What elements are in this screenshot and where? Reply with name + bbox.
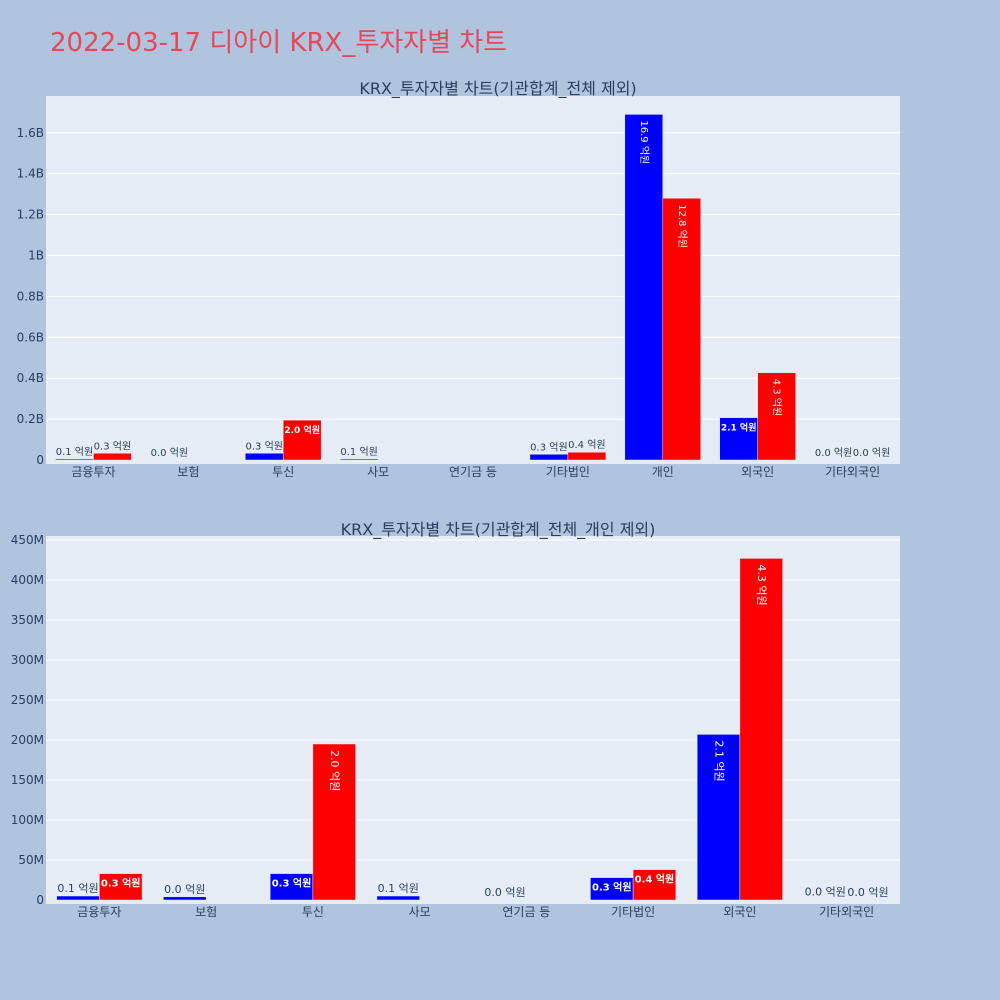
x-tick-label: 보험 [195, 905, 217, 919]
x-tick-label: 사모 [409, 905, 431, 919]
data-label: 0.0 억원 [853, 447, 890, 459]
data-label: 0.3 억원 [592, 881, 632, 894]
x-tick-label: 기타법인 [611, 905, 655, 919]
data-label: 0.1 억원 [57, 882, 98, 895]
y-tick-label: 250M [11, 693, 44, 707]
bar-sell [757, 372, 796, 461]
chart-title: KRX_투자자별 차트(기관합계_전체_개인 제외) [341, 520, 656, 540]
x-tick-label: 투신 [302, 905, 324, 919]
y-tick-label: 0.6B [17, 330, 44, 344]
bar-buy [245, 453, 284, 461]
data-label: 0.3 억원 [101, 877, 141, 890]
data-label: 0.4 억원 [568, 439, 605, 451]
y-tick-label: 50M [18, 853, 44, 867]
x-tick-label: 연기금 등 [502, 905, 550, 919]
x-tick-label: 금융투자 [77, 905, 121, 919]
x-tick-label: 사모 [367, 465, 389, 479]
y-tick-label: 350M [11, 613, 44, 627]
data-label: 0.0 억원 [815, 447, 852, 459]
bar-buy [719, 417, 758, 461]
bar-buy [376, 895, 420, 901]
data-label: 4.3 억원 [755, 564, 768, 605]
bar-sell [312, 743, 356, 901]
bar-sell [282, 419, 322, 461]
data-label: 4.3 억원 [771, 379, 783, 416]
x-tick-label: 금융투자 [71, 465, 115, 479]
y-tick-label: 400M [11, 573, 44, 587]
data-label: 2.0 억원 [328, 750, 341, 791]
x-tick-label: 외국인 [723, 905, 756, 919]
chart-title: KRX_투자자별 차트(기관합계_전체 제외) [359, 79, 636, 99]
y-tick-label: 1B [28, 249, 44, 263]
chart-top: 0 0.2B 0.4B 0.6B 0.8B 1B 1.2B 1.4B 1.6B KRX_투자자별 … [17, 79, 900, 479]
bar-sell [567, 451, 607, 461]
bar-sell [93, 453, 132, 461]
x-tick-label: 개인 [652, 465, 674, 479]
x-tick-label: 외국인 [741, 465, 774, 479]
y-tick-label: 200M [11, 733, 44, 747]
y-tick-label: 300M [11, 653, 44, 667]
x-tick-label: 기타외국인 [825, 465, 880, 479]
y-tick-label: 150M [11, 773, 44, 787]
x-tick-label: 보험 [177, 465, 199, 479]
data-label: 0.3 억원 [94, 440, 131, 452]
bar-buy [269, 873, 314, 901]
y-tick-label: 450M [11, 533, 44, 547]
y-tick-label: 1.4B [17, 167, 44, 181]
y-tick-label: 1.2B [17, 208, 44, 222]
bar-sell [739, 558, 783, 901]
y-tick-label: 0 [36, 893, 44, 907]
y-tick-label: 0.8B [17, 289, 44, 303]
data-label: 0.0 억원 [484, 886, 525, 899]
x-tick-label: 기타외국인 [819, 905, 874, 919]
chart-bottom: 0 50M 100M 150M 200M 250M 300M 350M 400M 450M KRX_… [11, 520, 900, 919]
data-label: 2.1 억원 [713, 740, 726, 781]
data-label: 0.0 억원 [151, 447, 188, 459]
y-tick-label: 1.6B [17, 126, 44, 140]
data-label: 0.1 억원 [56, 446, 93, 458]
data-label: 16.9 억원 [638, 120, 650, 164]
y-tick-label: 100M [11, 813, 44, 827]
x-tick-label: 기타법인 [546, 465, 590, 479]
data-label: 0.3 억원 [246, 440, 283, 452]
data-label: 0.4 억원 [635, 873, 675, 886]
data-label: 0.1 억원 [378, 882, 419, 895]
data-label: 0.1 억원 [340, 446, 377, 458]
bar-buy [163, 896, 207, 901]
y-tick-label: 0.4B [17, 371, 44, 385]
bar-sell [99, 873, 143, 901]
bar-buy [529, 454, 569, 461]
data-label: 12.8 억원 [676, 204, 688, 248]
y-tick-label: 0 [36, 453, 44, 467]
bar-sell [632, 869, 677, 901]
bar-buy [339, 458, 379, 461]
bar-buy [56, 895, 100, 901]
x-tick-label: 연기금 등 [449, 465, 497, 479]
data-label: 0.3 억원 [272, 877, 312, 890]
y-tick-label: 0.2B [17, 412, 44, 426]
data-label: 0.0 억원 [164, 883, 205, 896]
data-label: 2.0 억원 [284, 424, 320, 436]
bar-buy [55, 458, 94, 461]
data-label: 2.1 억원 [721, 422, 757, 434]
data-label: 0.3 억원 [530, 441, 567, 453]
bar-buy [624, 114, 664, 461]
data-label: 0.0 억원 [805, 886, 846, 899]
data-label: 0.0 억원 [847, 886, 888, 899]
x-tick-label: 투신 [272, 465, 294, 479]
bar-sell [662, 197, 701, 461]
bar-buy [696, 734, 741, 901]
page-title: 2022-03-17 디아이 KRX_투자자별 차트 [50, 28, 508, 58]
